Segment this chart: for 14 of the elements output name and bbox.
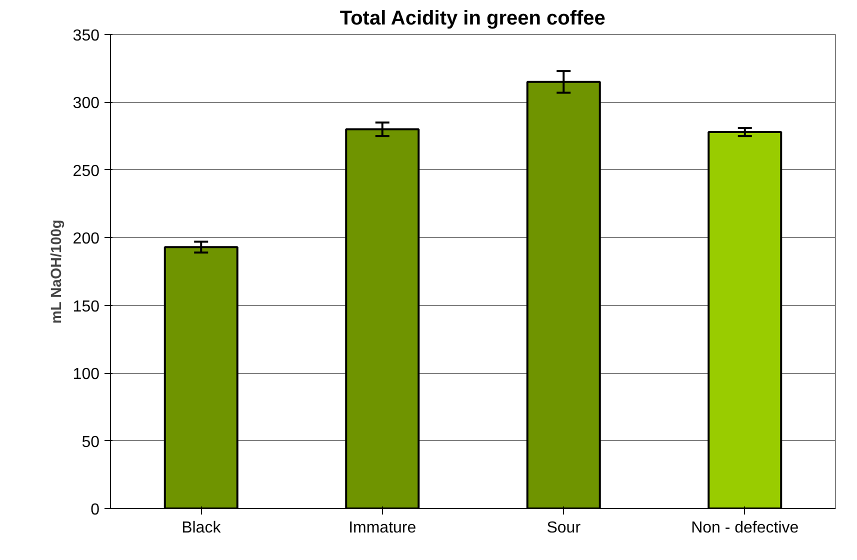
y-tick-label: 100	[72, 366, 100, 384]
y-tick-label: 300	[72, 95, 100, 112]
y-tick-label: 150	[72, 298, 100, 316]
x-tick-label: Black	[182, 520, 222, 536]
y-tick-label: 200	[72, 230, 100, 248]
y-axis-title: mL NaOH/100g	[48, 220, 65, 324]
y-tick-label: 50	[82, 434, 100, 451]
x-tick-label: Non - defective	[691, 520, 799, 536]
x-tick-label: Immature	[348, 520, 416, 536]
chart-title: Total Acidity in green coffee	[340, 8, 606, 30]
y-tick-label: 250	[72, 162, 100, 180]
y-tick-label: 350	[72, 28, 100, 44]
x-tick-label: Sour	[546, 520, 582, 536]
y-tick-label: 0	[90, 502, 100, 518]
